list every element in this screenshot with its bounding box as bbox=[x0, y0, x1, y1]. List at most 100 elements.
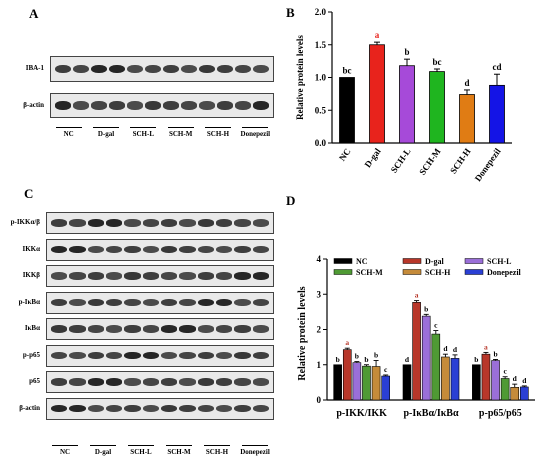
blot-band bbox=[51, 378, 68, 386]
blot-band bbox=[69, 245, 86, 254]
chart-d-sig-letter: a bbox=[415, 291, 419, 300]
blot-band bbox=[69, 325, 86, 333]
chart-d-legend-label: SCH-L bbox=[487, 257, 511, 266]
chart-d-legend-label: SCH-M bbox=[356, 268, 383, 277]
chart-d-sig-letter: b bbox=[424, 304, 428, 313]
chart-b-bar bbox=[489, 84, 505, 144]
chart-d-bar bbox=[402, 364, 412, 401]
blot-band bbox=[124, 245, 141, 254]
blot-band bbox=[197, 245, 214, 254]
blot-strip-c bbox=[46, 344, 274, 367]
chart-b-y-tick-label: 2.0 bbox=[315, 7, 327, 17]
blot-band bbox=[106, 245, 123, 254]
blot-a-lane-underline bbox=[130, 127, 157, 128]
chart-b-sig-letter: b bbox=[404, 47, 409, 57]
blot-band bbox=[109, 64, 125, 74]
blot-band bbox=[179, 404, 196, 413]
blot-band bbox=[109, 101, 125, 110]
blot-band bbox=[55, 64, 71, 74]
chart-d-sig-letter: c bbox=[384, 365, 388, 374]
blot-band bbox=[179, 219, 196, 227]
blot-a-lane-label: SCH-L bbox=[132, 130, 155, 138]
chart-d-bar bbox=[481, 353, 491, 401]
blot-band bbox=[161, 219, 178, 227]
chart-d-bar bbox=[421, 315, 431, 401]
chart-d-sig-letter: b bbox=[374, 351, 378, 360]
blot-band bbox=[252, 378, 269, 386]
blot-c-lane-label: SCH-L bbox=[130, 448, 152, 456]
chart-d-bar bbox=[342, 349, 352, 401]
chart-b-sig-letter: bc bbox=[433, 57, 442, 67]
blot-label-iba1: IBA-1 bbox=[25, 64, 44, 72]
chart-b-y-tick-label: 1.5 bbox=[315, 40, 327, 50]
blot-band bbox=[73, 64, 89, 74]
chart-d-sig-letter: c bbox=[503, 367, 507, 376]
chart-d-bar bbox=[520, 386, 529, 401]
blot-a-lane-label: Donepezil bbox=[240, 130, 271, 138]
blot-band bbox=[142, 219, 159, 227]
chart-d-y-tick-label: 1 bbox=[317, 360, 322, 370]
blot-band bbox=[216, 378, 233, 386]
blot-band bbox=[234, 325, 251, 333]
blot-band bbox=[142, 245, 159, 254]
chart-d-sig-letter: b bbox=[474, 355, 478, 364]
chart-d-bar bbox=[450, 358, 460, 401]
blot-band bbox=[87, 378, 104, 386]
blot-band bbox=[124, 219, 141, 227]
blot-band bbox=[106, 298, 123, 307]
panel-letter-c: C bbox=[24, 186, 34, 201]
chart-b-x-tick-label: SCH-H bbox=[448, 146, 473, 175]
blot-a-lane-label: D-gal bbox=[97, 130, 115, 138]
blot-band bbox=[234, 298, 251, 307]
blot-band bbox=[234, 378, 251, 386]
blot-strip-c bbox=[46, 238, 274, 261]
blot-band bbox=[179, 325, 196, 333]
blot-band bbox=[55, 101, 71, 110]
blot-band bbox=[234, 272, 251, 280]
blot-band bbox=[216, 351, 233, 360]
chart-d-bar bbox=[362, 365, 371, 401]
chart-b-y-tick-label: 1.0 bbox=[315, 73, 327, 83]
chart-d-bar bbox=[371, 366, 381, 401]
chart-d-bar bbox=[431, 333, 441, 401]
blot-band bbox=[142, 272, 159, 280]
blot-c-lane-underline bbox=[51, 445, 79, 446]
blot-band bbox=[216, 272, 233, 280]
blot-band bbox=[197, 378, 214, 386]
blot-band bbox=[51, 325, 68, 333]
blot-band bbox=[235, 101, 251, 110]
chart-d-legend-label: NC bbox=[356, 257, 368, 266]
chart-d-y-label: Relative protein levels bbox=[297, 286, 308, 380]
chart-d-x-tick-label: p-IKK/IKK bbox=[336, 408, 387, 419]
blot-band bbox=[161, 245, 178, 254]
chart-d-sig-letter: d bbox=[453, 345, 458, 354]
chart-d-bar bbox=[500, 378, 510, 401]
blot-c-lane-label: SCH-H bbox=[205, 448, 229, 456]
blot-band bbox=[252, 325, 269, 333]
chart-d-bar bbox=[472, 364, 481, 401]
panel-letter-b: B bbox=[286, 5, 295, 20]
chart-b-y-tick-label: 0.5 bbox=[315, 105, 327, 115]
blot-band bbox=[127, 101, 143, 110]
blot-a-lane-underline bbox=[167, 127, 194, 128]
blot-c-lane-label: Donepezil bbox=[240, 448, 270, 456]
blot-strip-iba1 bbox=[50, 56, 274, 82]
blot-band bbox=[51, 298, 68, 307]
blot-c-lane-underline bbox=[89, 445, 117, 446]
blot-band bbox=[217, 101, 233, 110]
blot-band bbox=[253, 101, 269, 110]
blot-band bbox=[197, 298, 214, 307]
blot-band bbox=[106, 325, 123, 333]
blot-band bbox=[69, 404, 86, 413]
blot-band bbox=[197, 351, 214, 360]
blot-band bbox=[253, 64, 269, 74]
chart-d-sig-letter: b bbox=[355, 352, 359, 361]
blot-strip-c bbox=[46, 318, 274, 340]
blot-strip-c bbox=[46, 371, 274, 393]
blot-a-lane-underline bbox=[204, 127, 232, 128]
blot-strip-c bbox=[46, 291, 274, 314]
blot-band bbox=[161, 298, 178, 307]
blot-strip-c bbox=[46, 212, 274, 234]
chart-d-sig-letter: b bbox=[364, 355, 368, 364]
chart-b-x-tick-label: Donepezil bbox=[473, 146, 503, 183]
